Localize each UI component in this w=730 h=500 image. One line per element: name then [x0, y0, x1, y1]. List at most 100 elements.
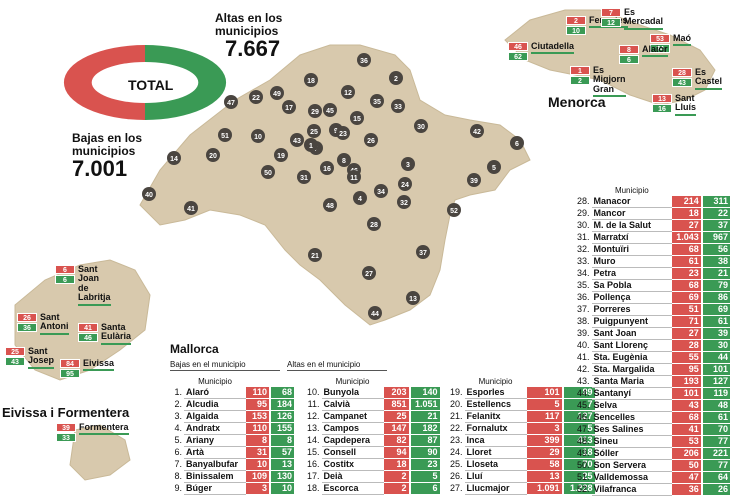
municipality-name: Porreres [591, 303, 673, 317]
map-marker [353, 191, 367, 205]
altas-value: 10 [269, 482, 294, 496]
municipality-name: Bunyola [321, 387, 384, 400]
bajas-value: 43 [672, 399, 702, 413]
bajas-value: 110 [246, 387, 270, 400]
row-index: 39. [577, 328, 590, 339]
bajas-value: 84 [60, 359, 80, 368]
altas-value: 23 [408, 458, 440, 472]
map-marker [350, 111, 364, 125]
municipality-name: Sant Llorenç [591, 339, 673, 353]
bajas-value: 110 [246, 422, 270, 436]
table-row: 49. Sóller 206 221 [575, 447, 730, 461]
row-index: 31. [577, 232, 590, 243]
altas-value: 86 [700, 291, 730, 305]
row-index: 18. [307, 483, 320, 494]
eivissa-municipality-badge: 84 95 Eivissa [60, 358, 115, 378]
map-marker-number: 15 [353, 116, 361, 123]
map-marker [336, 126, 350, 140]
row-index: 26. [450, 471, 463, 482]
map-marker [307, 124, 321, 138]
map-marker [323, 198, 337, 212]
bajas-value: 36 [672, 483, 702, 497]
altas-value: 10 [566, 26, 586, 35]
altas-value: 13 [269, 458, 294, 472]
bajas-value: 13 [526, 470, 563, 484]
table-row: 39. Sant Joan 27 39 [575, 327, 730, 341]
altas-value: 68 [269, 387, 294, 400]
bajas-value: 68 [672, 243, 702, 257]
map-marker [297, 170, 311, 184]
altas-value: 69 [700, 303, 730, 317]
row-index: 41. [577, 352, 590, 363]
row-index: 23. [450, 435, 463, 446]
table-row: 21. Felanitx 117 127 [448, 410, 595, 424]
municipality-name: Maó [673, 33, 691, 47]
bajas-value: 46 [508, 42, 528, 51]
donut-altas [145, 45, 227, 120]
altas-value: 21 [408, 410, 440, 424]
map-marker [416, 245, 430, 259]
map-marker [487, 160, 501, 174]
map-marker-number: 13 [409, 296, 417, 303]
table-row: 2. Alcudia 95 184 [170, 398, 294, 412]
altas-value: 89 [561, 387, 595, 400]
bajas-value: 39 [56, 423, 76, 432]
map-marker-number: 30 [417, 124, 425, 131]
municipality-name: Sant Josep [28, 346, 54, 369]
table-row: 50. Son Servera 50 77 [575, 459, 730, 473]
bajas-value: 7.001 [72, 156, 128, 182]
table-row: 46. Sencelles 68 61 [575, 411, 730, 425]
bajas-value: 95 [246, 398, 270, 412]
bajas-value: 2 [566, 16, 586, 25]
map-marker-number: 20 [209, 153, 217, 160]
row-index: 10. [307, 387, 320, 398]
map-marker-number: 5 [492, 165, 496, 172]
municipality-name: Campos [321, 422, 384, 436]
municipality-name: Consell [321, 446, 384, 460]
map-marker [323, 103, 337, 117]
municipality-name: Santa Eulària [101, 322, 132, 345]
map-marker-number: 36 [360, 58, 368, 65]
bajas-value: 55 [672, 351, 702, 365]
map-marker-number: 32 [400, 200, 408, 207]
altas-value: 33 [56, 433, 76, 442]
municipality-name: Sóller [591, 447, 673, 461]
row-index: 37. [577, 304, 590, 315]
municipality-name: Deià [321, 470, 384, 484]
map-marker [391, 99, 405, 113]
map-marker [401, 157, 415, 171]
bajas-value: 95 [672, 363, 702, 377]
altas-value: 130 [269, 470, 294, 484]
municipality-name: Ses Salines [591, 423, 673, 437]
altas-value: 25 [561, 470, 595, 484]
bajas-value: 28 [672, 68, 692, 77]
bajas-value: 25 [383, 410, 410, 424]
table-row: 1. Alaró 110 68 [170, 387, 294, 400]
bajas-label: Bajas en los municipios [72, 131, 143, 158]
map-marker-number: 1 [309, 143, 313, 150]
map-marker [398, 177, 412, 191]
map-marker [337, 153, 351, 167]
map-marker-number: 27 [365, 271, 373, 278]
row-index: 16. [307, 459, 320, 470]
altas-value: 30 [700, 339, 730, 353]
municipality-name: Búger [184, 482, 246, 496]
map-marker [282, 100, 296, 114]
map-marker-number: 24 [401, 182, 409, 189]
map-marker [249, 90, 263, 104]
municipality-table: Municipio 1. Alaró 110 68 2. Alcudia 95 184 3. Alg… [170, 376, 294, 496]
table-row: 7. Banyalbufar 10 13 [170, 458, 294, 472]
bajas-value: 5 [526, 398, 563, 412]
map-marker-number: 39 [470, 178, 478, 185]
table-row: 31. Marratxí 1.043 967 [575, 231, 730, 245]
row-index: 4. [174, 423, 182, 434]
municipality-name: Sant Joan de Labritja [78, 264, 111, 306]
menorca-municipality-badge: 7 12 Es Mercadal [601, 7, 663, 30]
map-marker [142, 187, 156, 201]
bajas-value: 206 [672, 447, 702, 461]
map-marker [414, 119, 428, 133]
map-marker [397, 195, 411, 209]
municipality-name: Banyalbufar [184, 458, 246, 472]
altas-value: 127 [700, 375, 730, 389]
